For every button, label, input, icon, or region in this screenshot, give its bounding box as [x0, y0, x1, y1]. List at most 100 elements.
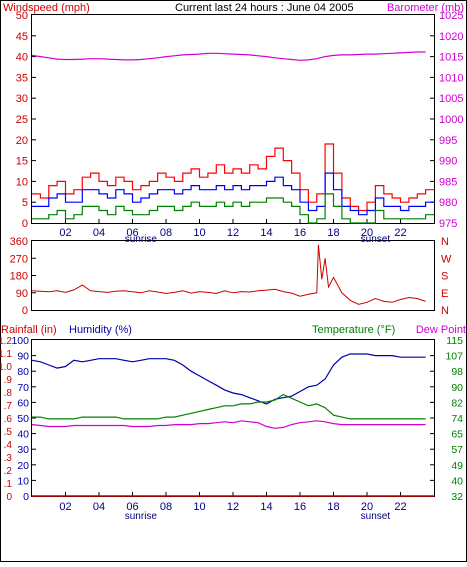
rain-axis-tick-label: .5: [4, 427, 13, 438]
time-tick-label: 20: [361, 227, 373, 239]
temperature-axis-tick-label: 98: [451, 366, 463, 378]
temperature-axis-tick-label: 49: [451, 460, 463, 472]
rain-axis-tick-label: 1.1: [0, 349, 12, 360]
rain-axis-tick-label: 1.2: [0, 336, 12, 347]
wind-axis-tick-label: 30: [16, 93, 28, 105]
barometer-axis-label: Barometer (mb): [387, 2, 464, 14]
compass-tick-label: S: [441, 271, 448, 283]
temperature-axis-tick-label: 57: [451, 444, 463, 456]
panel-wind-frame: [31, 14, 435, 224]
wind-axis-tick-label: 0: [22, 218, 28, 230]
direction-axis-tick-label: 360: [10, 236, 28, 248]
barometer-axis-tick-label: 1020: [439, 31, 463, 43]
rain-axis-tick-label: 1.0: [0, 362, 12, 373]
humidity-axis-tick-label: 100: [11, 335, 29, 347]
barometer-axis-tick-label: 1015: [439, 52, 463, 64]
compass-tick-label: N: [441, 236, 449, 248]
rain-axis-tick-label: .6: [4, 414, 13, 425]
humidity-axis-tick-label: 10: [17, 475, 29, 487]
humidity-axis-tick-label: 70: [17, 382, 29, 394]
dewpoint-axis-label: Dew Point: [416, 324, 466, 336]
temperature-series-line: [32, 393, 426, 420]
time-tick-label: 06: [126, 227, 138, 239]
barometer-axis-tick-label: 990: [439, 156, 457, 168]
time-tick-label: 12: [227, 501, 239, 513]
temperature-axis-tick-label: 115: [446, 335, 463, 347]
time-tick-label: 18: [327, 501, 339, 513]
panel-direction-frame: [31, 240, 435, 311]
sun-annotation: sunset: [361, 234, 391, 245]
time-tick-label: 08: [160, 227, 172, 239]
humidity-axis-tick-label: 0: [23, 491, 29, 503]
time-tick-label: 04: [93, 227, 105, 239]
rain-axis-tick-label: .7: [4, 401, 13, 412]
barometer-axis-tick-label: 1000: [439, 114, 463, 126]
wind-axis-tick-label: 5: [22, 197, 28, 209]
temperature-axis-tick-label: 82: [451, 397, 463, 409]
time-tick-label: 16: [294, 227, 306, 239]
humidity-axis-tick-label: 20: [17, 460, 29, 472]
humidity-axis-tick-label: 30: [17, 444, 29, 456]
gust-series-line: [32, 143, 434, 212]
temperature-axis-tick-label: 107: [445, 351, 463, 363]
barometer-axis-tick-label: 1025: [439, 10, 463, 22]
temperature-axis-tick-label: 32: [451, 491, 463, 503]
temperature-axis-tick-label: 90: [451, 382, 463, 394]
humidity-axis-label: Humidity (%): [69, 324, 132, 336]
time-tick-label: 14: [260, 227, 272, 239]
wind-axis-tick-label: 45: [16, 31, 28, 43]
wind-axis-tick-label: 20: [16, 135, 28, 147]
time-tick-label: 02: [59, 227, 71, 239]
humidity-axis-tick-label: 80: [17, 366, 29, 378]
wind-axis-tick-label: 50: [16, 10, 28, 22]
sun-annotation: sunset: [361, 511, 391, 522]
barometer-axis-tick-label: 995: [439, 135, 457, 147]
time-tick-label: 04: [93, 501, 105, 513]
chart-marks: 0510152025303540455097598098599099510001…: [0, 10, 463, 522]
time-tick-label: 22: [394, 501, 406, 513]
avg_wind-series-line: [32, 172, 434, 216]
rain-axis-tick-label: .1: [4, 479, 13, 490]
barometer-series-line: [31, 51, 426, 61]
time-tick-label: 10: [193, 227, 205, 239]
time-tick-label: 16: [294, 501, 306, 513]
time-tick-label: 08: [160, 501, 172, 513]
barometer-axis-tick-label: 985: [439, 176, 457, 188]
humidity-axis-tick-label: 60: [17, 397, 29, 409]
direction-axis-tick-label: 0: [22, 305, 28, 317]
barometer-axis-tick-label: 1005: [439, 93, 463, 105]
direction-axis-tick-label: 90: [16, 288, 28, 300]
dewpoint-series-line: [31, 420, 426, 429]
rain-axis-tick-label: .2: [4, 466, 13, 477]
time-tick-label: 12: [227, 227, 239, 239]
rain-axis-tick-label: .9: [4, 375, 13, 386]
wind-axis-tick-label: 35: [16, 72, 28, 84]
rain-axis-tick-label: .3: [4, 453, 13, 464]
wind-axis-tick-label: 25: [16, 114, 28, 126]
compass-tick-label: E: [441, 288, 448, 300]
temperature-axis-tick-label: 65: [451, 429, 463, 441]
humidity-axis-tick-label: 50: [17, 413, 29, 425]
barometer-axis-tick-label: 1010: [439, 72, 463, 84]
time-tick-label: 10: [193, 501, 205, 513]
time-tick-label: 18: [327, 227, 339, 239]
compass-tick-label: N: [441, 305, 449, 317]
lull_wind-series-line: [32, 193, 434, 224]
barometer-axis-tick-label: 975: [439, 218, 457, 230]
rain-axis-tick-label: .8: [4, 388, 13, 399]
barometer-axis-tick-label: 980: [439, 197, 457, 209]
rain-axis-tick-label: .4: [4, 440, 13, 451]
rainfall-axis-label: Rainfall (in): [1, 324, 57, 336]
time-tick-label: 22: [394, 227, 406, 239]
direction-axis-tick-label: 270: [10, 253, 28, 265]
direction-series-line: [31, 244, 426, 305]
humidity-series-line: [31, 353, 426, 405]
time-tick-label: 02: [59, 501, 71, 513]
time-tick-label: 06: [126, 501, 138, 513]
sun-annotation: sunrise: [125, 234, 158, 245]
direction-axis-tick-label: 180: [10, 271, 28, 283]
rain-axis-tick-label: 0: [6, 492, 12, 503]
